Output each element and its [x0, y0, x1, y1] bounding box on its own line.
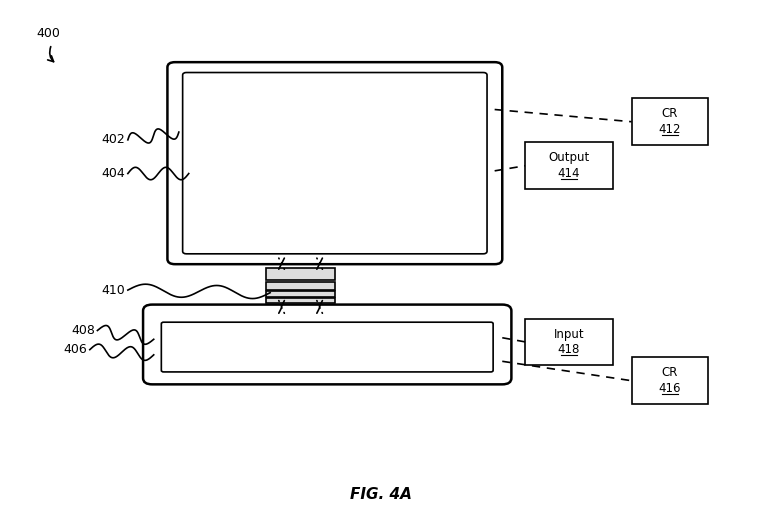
- Text: 418: 418: [558, 343, 580, 356]
- Text: 402: 402: [102, 133, 126, 147]
- Text: 404: 404: [102, 167, 126, 180]
- Text: CR: CR: [661, 107, 678, 121]
- Text: 406: 406: [64, 343, 88, 356]
- Text: CR: CR: [661, 366, 678, 380]
- Bar: [266, 298, 335, 303]
- Bar: [632, 357, 708, 404]
- Bar: [525, 142, 613, 189]
- FancyBboxPatch shape: [167, 62, 502, 264]
- Bar: [632, 98, 708, 145]
- Bar: [525, 319, 613, 365]
- Bar: [266, 268, 335, 280]
- Text: Output: Output: [548, 151, 590, 165]
- Text: 412: 412: [658, 123, 681, 136]
- Text: FIG. 4A: FIG. 4A: [349, 487, 412, 502]
- FancyBboxPatch shape: [161, 322, 493, 372]
- Text: 408: 408: [72, 324, 95, 337]
- Bar: [266, 291, 335, 297]
- FancyBboxPatch shape: [143, 305, 511, 384]
- Text: 416: 416: [658, 382, 681, 395]
- Bar: [266, 282, 335, 290]
- Text: 400: 400: [37, 27, 60, 40]
- Text: Input: Input: [553, 327, 584, 341]
- Text: 414: 414: [558, 167, 580, 180]
- FancyBboxPatch shape: [183, 73, 487, 254]
- Text: 410: 410: [102, 283, 126, 297]
